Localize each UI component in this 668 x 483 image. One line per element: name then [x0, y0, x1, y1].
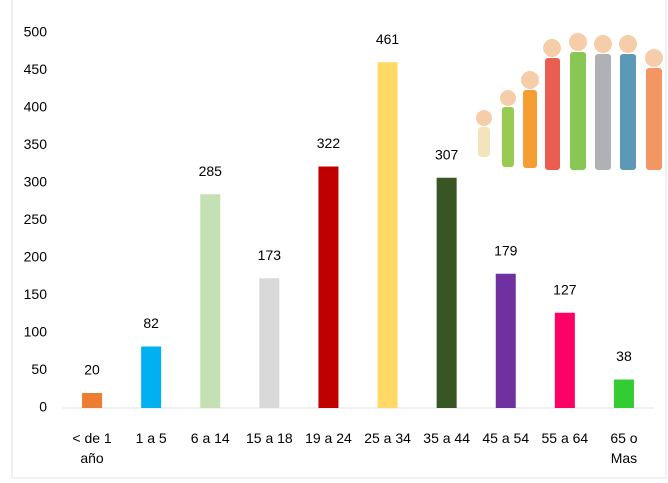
bar	[318, 166, 339, 408]
bar	[554, 312, 575, 408]
value-label: 20	[84, 362, 100, 378]
bar	[200, 194, 221, 408]
x-tick-label: 15 a 18	[245, 430, 293, 446]
value-label: 82	[143, 315, 159, 331]
people-illustration	[476, 33, 663, 170]
x-tick-label: 1 a 5	[135, 430, 167, 446]
x-tick-label: 6 a 14	[190, 430, 230, 446]
y-tick-label: 300	[24, 174, 48, 190]
value-label: 173	[258, 247, 282, 263]
y-tick-label: 250	[24, 211, 48, 227]
x-tick-label: < de 1 año	[72, 430, 112, 466]
y-tick-label: 100	[24, 324, 48, 340]
bar	[436, 177, 457, 408]
y-tick-label: 0	[39, 399, 47, 415]
bar	[613, 379, 634, 408]
y-tick-label: 150	[24, 286, 48, 302]
value-label: 322	[317, 135, 341, 151]
y-tick-label: 450	[24, 61, 48, 77]
bar	[495, 273, 516, 408]
x-tick-label: 19 a 24	[305, 430, 352, 446]
y-tick-label: 400	[24, 99, 48, 115]
bar	[377, 62, 398, 408]
x-tick-label: 45 a 54	[482, 430, 530, 446]
x-tick-label: 55 a 64	[541, 430, 589, 446]
y-tick-label: 500	[24, 24, 48, 40]
bar	[259, 278, 280, 408]
value-label: 179	[494, 242, 518, 258]
bar	[141, 346, 162, 408]
value-label: 38	[616, 348, 632, 364]
chart-border	[11, 0, 667, 479]
y-tick-label: 50	[31, 361, 47, 377]
x-tick-label: 25 a 34	[364, 430, 411, 446]
value-label: 285	[199, 163, 223, 179]
x-tick-label: 35 a 44	[423, 430, 470, 446]
value-label: 127	[553, 281, 577, 297]
y-tick-label: 350	[24, 136, 48, 152]
value-label: 307	[435, 146, 459, 162]
y-tick-label: 200	[24, 249, 48, 265]
x-tick-label: 65 o Mas	[610, 430, 638, 466]
bar	[82, 393, 103, 408]
value-label: 461	[376, 31, 400, 47]
